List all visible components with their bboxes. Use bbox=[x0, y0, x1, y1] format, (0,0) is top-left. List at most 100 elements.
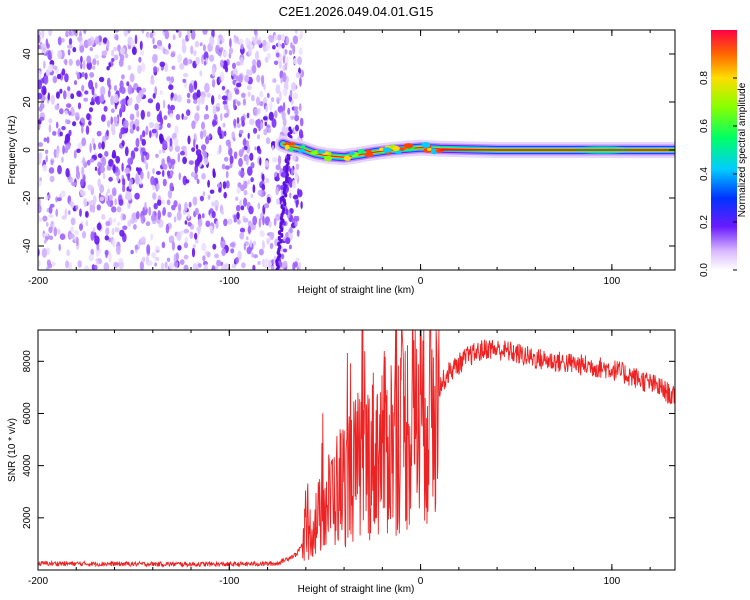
noise-speckle-dot bbox=[296, 229, 300, 237]
noise-speckle-dot bbox=[96, 250, 100, 257]
noise-speckle-dot bbox=[172, 34, 176, 41]
noise-speckle-dot bbox=[246, 236, 249, 241]
noise-speckle-dot bbox=[278, 61, 282, 69]
noise-speckle-dot bbox=[246, 179, 251, 185]
noise-speckle-dot bbox=[56, 149, 59, 159]
noise-speckle-dot bbox=[68, 38, 73, 46]
noise-speckle-dot bbox=[300, 201, 303, 210]
noise-speckle-dot bbox=[121, 140, 125, 147]
noise-speckle-dot bbox=[298, 261, 301, 270]
noise-speckle-dot bbox=[111, 153, 117, 159]
noise-speckle-dot bbox=[39, 217, 43, 222]
noise-speckle-dot bbox=[204, 82, 210, 93]
noise-speckle-dot bbox=[222, 122, 226, 128]
noise-speckle-dot bbox=[88, 107, 94, 113]
noise-speckle-dot bbox=[38, 34, 41, 44]
noise-speckle-dot bbox=[106, 129, 109, 136]
noise-speckle-dot bbox=[152, 179, 156, 186]
noise-speckle-dot bbox=[202, 44, 206, 52]
noise-speckle-dot bbox=[171, 65, 176, 71]
noise-speckle-dot bbox=[229, 38, 232, 48]
noise-speckle-dot bbox=[113, 261, 119, 269]
spectrogram-y-label: Frequency (Hz) bbox=[7, 116, 18, 185]
noise-speckle-dot bbox=[211, 95, 215, 105]
noise-speckle-dot bbox=[266, 239, 270, 245]
noise-speckle-dot bbox=[189, 231, 194, 239]
noise-speckle-dot bbox=[94, 166, 98, 171]
noise-speckle-dot bbox=[246, 113, 250, 119]
noise-speckle-dot bbox=[171, 240, 175, 251]
noise-speckle-dot bbox=[177, 53, 183, 64]
noise-speckle-dot bbox=[217, 51, 222, 56]
noise-speckle-dot bbox=[131, 212, 137, 221]
noise-speckle-dot bbox=[167, 170, 170, 177]
noise-speckle-dot bbox=[162, 207, 166, 216]
spectrogram-x-label: Height of straight line (km) bbox=[298, 285, 415, 296]
noise-speckle-dot bbox=[111, 227, 115, 236]
noise-speckle-dot bbox=[133, 224, 137, 230]
signal-blob bbox=[430, 148, 438, 155]
noise-speckle-dot bbox=[64, 133, 71, 144]
noise-speckle-dot bbox=[289, 226, 293, 234]
noise-speckle-dot bbox=[146, 244, 151, 255]
noise-speckle-dot bbox=[60, 190, 66, 198]
noise-speckle-dot bbox=[237, 182, 242, 188]
noise-speckle-dot bbox=[116, 175, 120, 182]
noise-speckle-dot bbox=[222, 100, 227, 105]
noise-speckle-dot bbox=[183, 228, 190, 234]
noise-speckle-dot bbox=[265, 58, 269, 63]
noise-speckle-dot bbox=[166, 76, 171, 82]
noise-speckle-dot bbox=[75, 165, 80, 174]
noise-speckle-dot bbox=[153, 66, 158, 73]
noise-speckle-dot bbox=[181, 43, 187, 54]
colorbar-tick-label: 0.6 bbox=[699, 119, 710, 133]
noise-speckle-dot bbox=[114, 30, 120, 33]
noise-speckle-dot bbox=[271, 118, 277, 128]
signal-blob bbox=[300, 145, 306, 149]
noise-speckle-dot bbox=[280, 33, 286, 42]
noise-speckle-dot bbox=[237, 250, 242, 261]
noise-speckle-dot bbox=[81, 231, 87, 239]
noise-speckle-dot bbox=[140, 62, 146, 72]
noise-speckle-dot bbox=[164, 261, 168, 269]
noise-speckle-dot bbox=[173, 93, 178, 102]
noise-speckle-dot bbox=[223, 113, 229, 118]
noise-speckle-dot bbox=[298, 47, 303, 56]
signal-blob bbox=[317, 150, 326, 154]
noise-speckle-dot bbox=[97, 153, 103, 159]
noise-speckle-dot bbox=[212, 120, 218, 126]
noise-speckle-dot bbox=[232, 62, 236, 69]
noise-speckle-dot bbox=[276, 198, 280, 205]
noise-speckle-dot bbox=[273, 34, 278, 41]
noise-speckle-dot bbox=[242, 217, 249, 223]
noise-speckle-dot bbox=[48, 30, 53, 37]
noise-speckle-dot bbox=[242, 98, 246, 106]
noise-speckle-dot bbox=[122, 213, 126, 221]
noise-speckle-dot bbox=[281, 42, 285, 49]
noise-speckle-dot bbox=[228, 47, 234, 55]
noise-speckle-dot bbox=[228, 52, 232, 59]
snr-marks bbox=[38, 330, 675, 568]
noise-speckle-dot bbox=[192, 263, 197, 270]
snr-ytick-label: 8000 bbox=[22, 350, 33, 373]
noise-speckle-dot bbox=[103, 105, 108, 112]
noise-speckle-dot bbox=[179, 63, 185, 70]
noise-speckle-dot bbox=[220, 236, 224, 242]
noise-speckle-dot bbox=[262, 116, 268, 121]
noise-speckle-dot bbox=[135, 173, 139, 182]
noise-speckle-dot bbox=[215, 205, 218, 212]
noise-speckle-dot bbox=[108, 250, 112, 261]
noise-speckle-dot bbox=[120, 127, 126, 135]
noise-speckle-dot bbox=[110, 108, 115, 113]
noise-speckle-dot bbox=[256, 39, 262, 45]
noise-speckle-dot bbox=[258, 148, 262, 155]
noise-speckle-dot bbox=[292, 92, 299, 100]
signal-blobs bbox=[284, 141, 675, 162]
noise-speckle-dot bbox=[195, 56, 200, 66]
noise-speckle-dot bbox=[261, 173, 265, 182]
noise-speckle-dot bbox=[292, 35, 299, 45]
noise-speckle-dot bbox=[268, 35, 274, 43]
noise-speckle-dot bbox=[207, 194, 211, 200]
noise-speckle-dot bbox=[222, 181, 227, 190]
spectrogram-xtick-label: -200 bbox=[28, 276, 48, 287]
